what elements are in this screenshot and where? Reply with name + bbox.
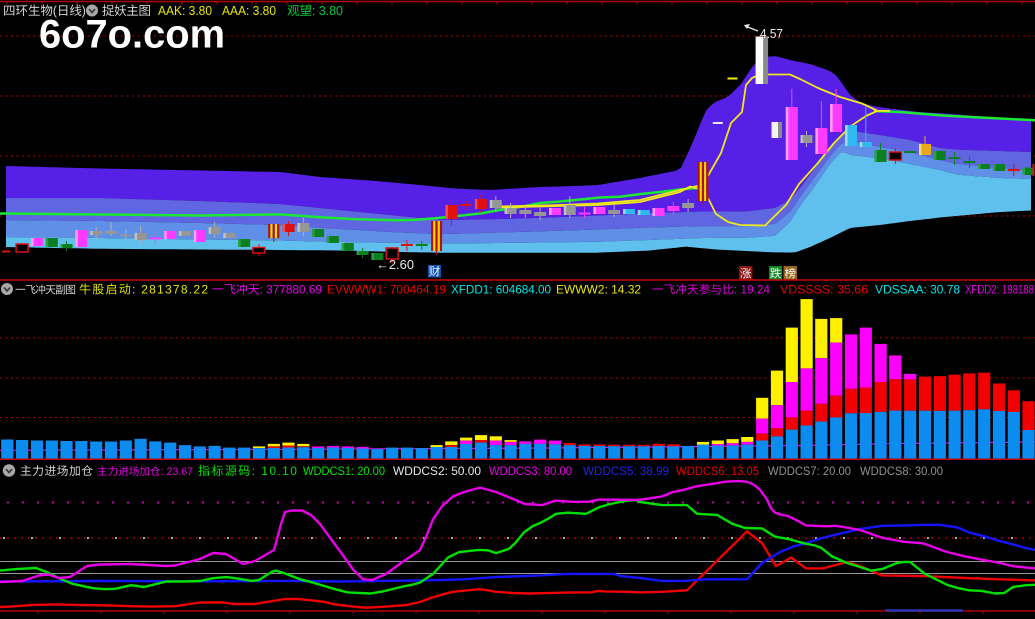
svg-text:WDDCS1: 20.00: WDDCS1: 20.00: [303, 464, 385, 478]
svg-text:AAA: 3.80: AAA: 3.80: [222, 4, 276, 18]
svg-text:XFDD1: 604684.00: XFDD1: 604684.00: [451, 283, 551, 297]
svg-text:(: (: [53, 4, 58, 18]
svg-text:WDDCS6: 13.05: WDDCS6: 13.05: [676, 464, 759, 478]
svg-text:6o7o.com: 6o7o.com: [39, 13, 225, 57]
svg-text:EVWWW1: 700464.19: EVWWW1: 700464.19: [327, 283, 446, 297]
svg-text:VDSSSS: 35.66: VDSSSS: 35.66: [780, 283, 868, 297]
svg-text:): ): [82, 4, 86, 18]
svg-text:WDDCS8: 30.00: WDDCS8: 30.00: [860, 464, 943, 478]
svg-text:: 10.10: : 10.10: [252, 464, 299, 478]
svg-text:AAK: 3.80: AAK: 3.80: [158, 4, 212, 18]
svg-text:XFDD2: 198188: XFDD2: 198188: [965, 283, 1034, 297]
svg-text:: 3.80: : 3.80: [312, 4, 343, 18]
svg-text:EWWW2: 14.32: EWWW2: 14.32: [556, 283, 641, 297]
svg-text:←2.60: ←2.60: [376, 258, 414, 272]
svg-text:WDDCS5: 38.99: WDDCS5: 38.99: [583, 464, 669, 478]
svg-text:: 281378.22: : 281378.22: [132, 283, 209, 297]
svg-text:WDDCS7: 20.00: WDDCS7: 20.00: [768, 464, 851, 478]
svg-text:WDDCS2: 50.00: WDDCS2: 50.00: [393, 464, 481, 478]
svg-text:: 19.24: : 19.24: [734, 284, 771, 297]
svg-text:: 23.67: : 23.67: [161, 466, 194, 478]
svg-text:4.57: 4.57: [760, 27, 783, 41]
svg-text:VDSSAA: 30.78: VDSSAA: 30.78: [875, 283, 960, 297]
svg-text:WDDCS3: 80.00: WDDCS3: 80.00: [489, 464, 572, 478]
svg-text:: 377880.69: : 377880.69: [260, 283, 323, 297]
